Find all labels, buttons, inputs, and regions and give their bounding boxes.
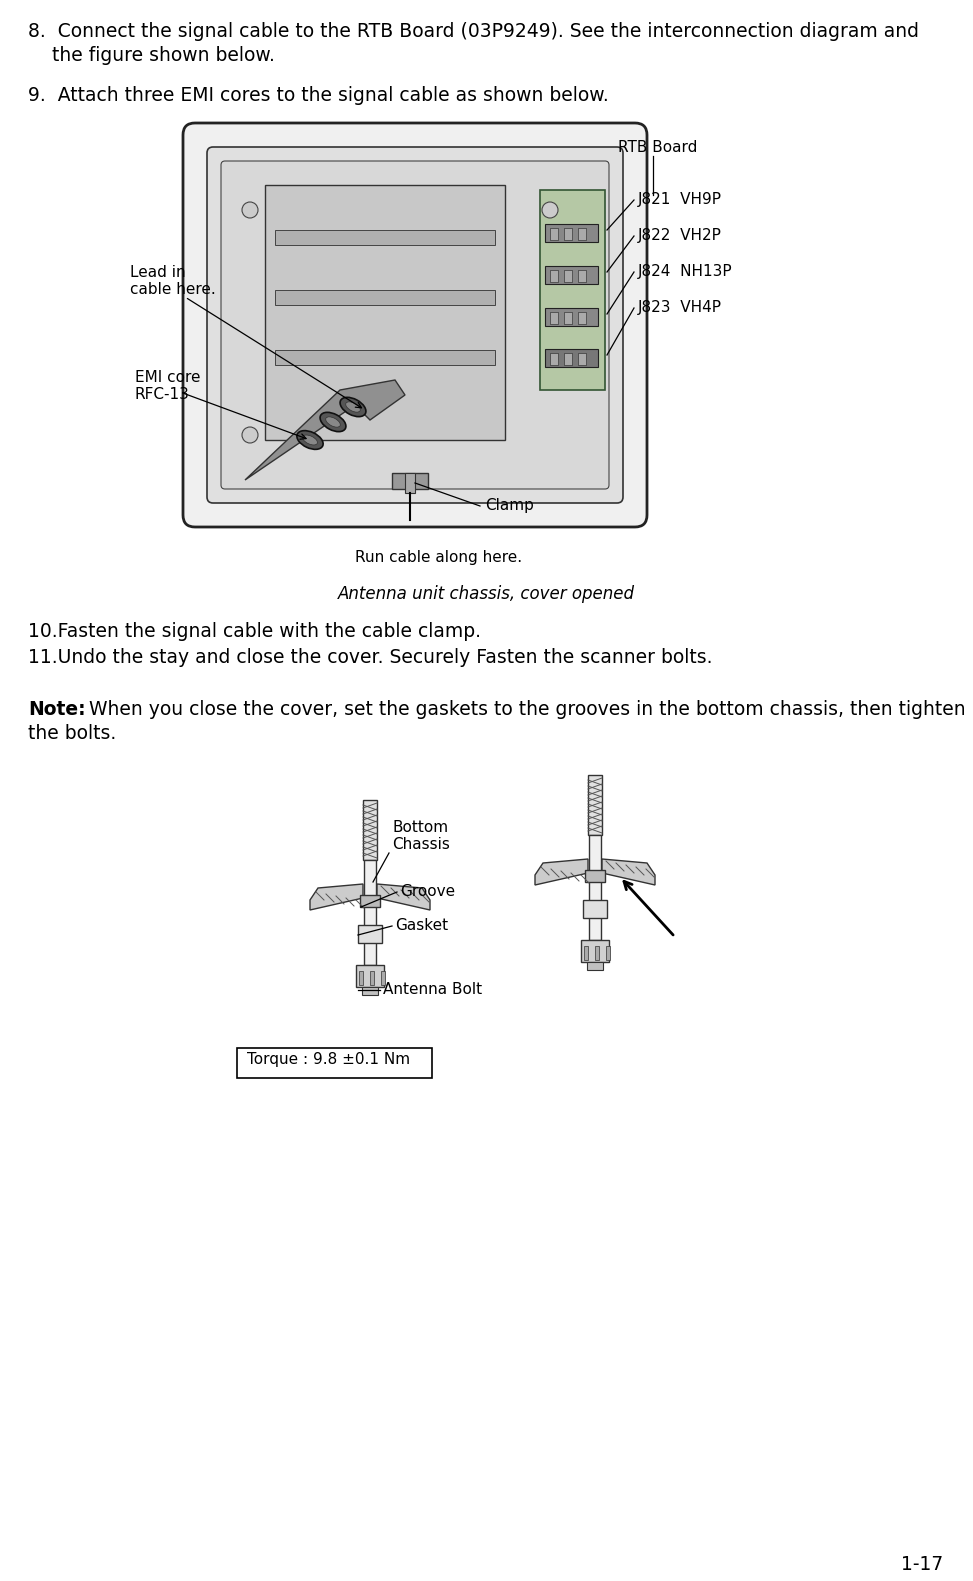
Bar — [275, 229, 495, 245]
Bar — [595, 945, 599, 960]
Bar — [392, 473, 428, 489]
Text: Gasket: Gasket — [395, 919, 449, 933]
Text: Antenna Bolt: Antenna Bolt — [383, 982, 483, 998]
Bar — [545, 225, 598, 242]
Bar — [275, 349, 495, 365]
Polygon shape — [310, 884, 363, 911]
Bar — [578, 228, 586, 240]
Bar — [356, 964, 384, 987]
Bar — [545, 308, 598, 326]
Text: Antenna unit chassis, cover opened: Antenna unit chassis, cover opened — [338, 585, 634, 602]
Text: Lead in
cable here.: Lead in cable here. — [130, 266, 216, 297]
Bar — [578, 353, 586, 365]
Bar — [237, 1048, 432, 1078]
Bar — [581, 941, 609, 961]
Bar — [364, 860, 376, 964]
Bar — [265, 185, 505, 440]
Bar — [381, 971, 385, 985]
Bar — [564, 311, 572, 324]
Text: When you close the cover, set the gaskets to the grooves in the bottom chassis, : When you close the cover, set the gasket… — [83, 700, 965, 719]
Text: 10.Fasten the signal cable with the cable clamp.: 10.Fasten the signal cable with the cabl… — [28, 621, 481, 640]
Bar — [550, 228, 558, 240]
Text: Bottom
Chassis: Bottom Chassis — [392, 821, 450, 852]
Ellipse shape — [326, 417, 341, 427]
Circle shape — [242, 427, 258, 443]
Circle shape — [542, 202, 558, 218]
Bar — [362, 987, 378, 994]
Bar — [540, 190, 605, 391]
Text: the bolts.: the bolts. — [28, 724, 116, 743]
Bar — [550, 270, 558, 281]
Ellipse shape — [303, 435, 317, 444]
Bar — [370, 971, 374, 985]
Text: Run cable along here.: Run cable along here. — [355, 550, 523, 564]
Polygon shape — [377, 884, 430, 911]
Text: the figure shown below.: the figure shown below. — [28, 46, 275, 65]
Bar — [578, 311, 586, 324]
Text: 9.  Attach three EMI cores to the signal cable as shown below.: 9. Attach three EMI cores to the signal … — [28, 85, 609, 104]
Bar — [584, 945, 588, 960]
Ellipse shape — [345, 402, 360, 413]
Text: J822  VH2P: J822 VH2P — [638, 228, 722, 243]
FancyBboxPatch shape — [221, 161, 609, 489]
Text: J821  VH9P: J821 VH9P — [638, 191, 722, 207]
Text: 11.Undo the stay and close the cover. Securely Fasten the scanner bolts.: 11.Undo the stay and close the cover. Se… — [28, 648, 712, 667]
Ellipse shape — [297, 430, 323, 449]
Bar — [583, 900, 607, 919]
Bar — [545, 266, 598, 285]
FancyBboxPatch shape — [183, 123, 647, 526]
Text: RTB Board: RTB Board — [618, 141, 698, 155]
Bar — [275, 289, 495, 305]
Polygon shape — [245, 379, 405, 481]
Text: 1-17: 1-17 — [901, 1556, 943, 1575]
Bar — [589, 835, 601, 941]
Text: Groove: Groove — [400, 884, 455, 900]
Bar — [550, 311, 558, 324]
Text: Note:: Note: — [28, 700, 86, 719]
Bar — [405, 473, 415, 493]
Text: J823  VH4P: J823 VH4P — [638, 300, 722, 315]
Bar — [587, 961, 603, 971]
Ellipse shape — [341, 397, 366, 417]
Bar — [545, 349, 598, 367]
Text: EMI core
RFC-13: EMI core RFC-13 — [135, 370, 200, 403]
Bar — [550, 353, 558, 365]
Bar — [360, 895, 380, 907]
Polygon shape — [535, 858, 588, 885]
Bar — [359, 971, 363, 985]
Bar — [585, 870, 605, 882]
Polygon shape — [602, 858, 655, 885]
FancyBboxPatch shape — [207, 147, 623, 503]
Text: 8.  Connect the signal cable to the RTB Board (03P9249). See the interconnection: 8. Connect the signal cable to the RTB B… — [28, 22, 919, 41]
Text: J824  NH13P: J824 NH13P — [638, 264, 733, 278]
Text: Torque : 9.8 ±0.1 Nm: Torque : 9.8 ±0.1 Nm — [247, 1051, 411, 1067]
Circle shape — [242, 202, 258, 218]
Bar — [588, 775, 602, 835]
Ellipse shape — [320, 413, 346, 432]
Bar — [606, 945, 610, 960]
Bar — [564, 228, 572, 240]
Bar — [578, 270, 586, 281]
Bar — [564, 353, 572, 365]
Bar — [358, 925, 382, 942]
Bar — [564, 270, 572, 281]
Text: Clamp: Clamp — [485, 498, 534, 512]
Bar — [363, 800, 377, 860]
